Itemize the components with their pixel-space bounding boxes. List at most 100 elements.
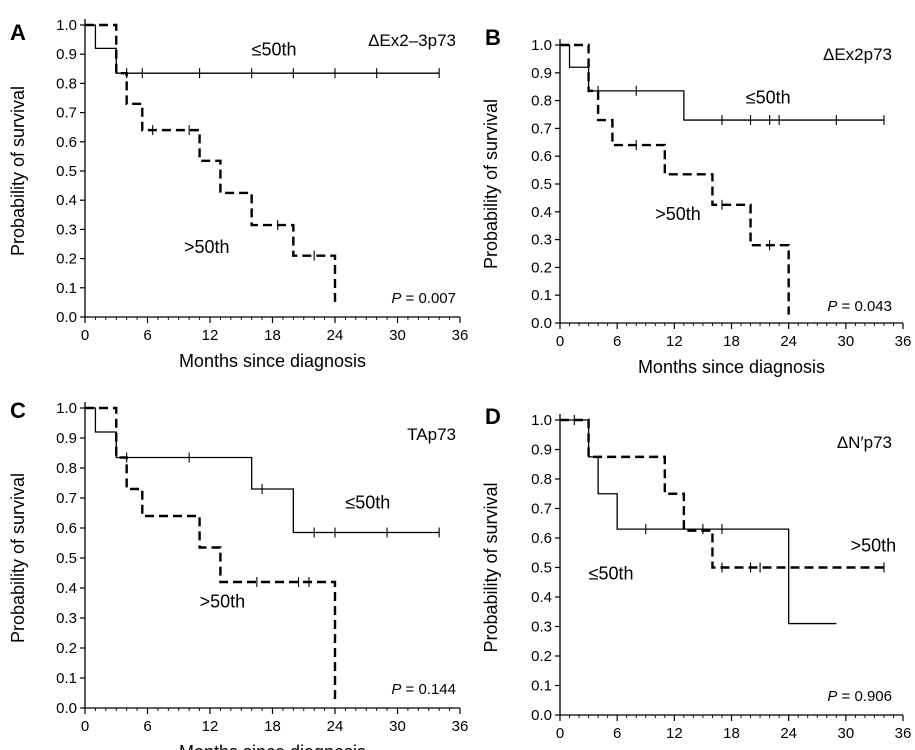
x-axis-label: Months since diagnosis xyxy=(179,351,366,371)
y-tick-label: 0.7 xyxy=(56,490,77,507)
x-tick-label: 36 xyxy=(452,327,469,344)
survival-curve-above-median xyxy=(85,406,337,699)
survival-curve-below-median xyxy=(560,419,837,625)
x-tick-label: 12 xyxy=(666,333,683,350)
y-tick-label: 0.2 xyxy=(56,251,77,268)
group-label: ≤50th xyxy=(746,87,791,107)
p-value-label: P = 0.144 xyxy=(391,681,456,698)
p-value-label: P = 0.906 xyxy=(827,688,892,705)
x-tick-label: 0 xyxy=(81,327,89,344)
y-tick-label: 0.4 xyxy=(531,204,552,221)
y-tick-label: 0.1 xyxy=(56,670,77,687)
y-axis-label: Probability of survival xyxy=(481,482,501,652)
x-tick-label: 6 xyxy=(613,725,621,742)
p-value-label: P = 0.007 xyxy=(391,290,456,307)
x-tick-label: 36 xyxy=(895,725,912,742)
x-tick-label: 18 xyxy=(723,725,740,742)
gene-title: ΔEx2–3p73 xyxy=(368,31,456,50)
group-label: >50th xyxy=(655,204,701,224)
y-tick-label: 0.3 xyxy=(56,221,77,238)
x-tick-label: 0 xyxy=(556,333,564,350)
x-tick-label: 30 xyxy=(837,725,854,742)
p-symbol: P xyxy=(827,298,837,315)
group-label: >50th xyxy=(200,592,246,612)
gene-title: TAp73 xyxy=(407,425,456,444)
y-tick-label: 0.6 xyxy=(56,134,77,151)
y-tick-label: 1.0 xyxy=(531,37,552,54)
x-tick-label: 6 xyxy=(613,333,621,350)
y-tick-label: 0.5 xyxy=(56,550,77,567)
panel-letter: B xyxy=(485,25,501,50)
y-tick-label: 0.4 xyxy=(56,580,77,597)
y-tick-label: 0.5 xyxy=(531,176,552,193)
survival-curve-above-median xyxy=(560,418,884,569)
y-tick-label: 0.3 xyxy=(531,619,552,636)
x-tick-label: 18 xyxy=(723,333,740,350)
y-tick-label: 0.2 xyxy=(531,648,552,665)
x-tick-label: 30 xyxy=(837,333,854,350)
x-tick-label: 24 xyxy=(780,333,797,350)
p-number: = 0.906 xyxy=(837,688,892,705)
p-value-label: P = 0.043 xyxy=(827,298,892,315)
gene-title: ΔEx2p73 xyxy=(823,45,892,64)
gene-title: ΔN′p73 xyxy=(837,433,892,452)
y-tick-label: 0.6 xyxy=(56,520,77,537)
x-tick-label: 12 xyxy=(202,327,219,344)
group-label: >50th xyxy=(184,237,230,257)
y-tick-label: 0.3 xyxy=(531,232,552,249)
y-tick-label: 1.0 xyxy=(56,400,77,417)
panel-d: 0.0 0.1 0.2 0.3 0.4 0.5 0.6 0.7 0.8 0.9 1.0 0 6 12 18 2… xyxy=(481,404,911,750)
y-tick-label: 0.7 xyxy=(56,105,77,122)
y-tick-label: 0.4 xyxy=(56,192,77,209)
y-tick-label: 0.0 xyxy=(56,700,77,717)
x-axis-label: Months since diagnosis xyxy=(638,357,825,377)
x-tick-label: 36 xyxy=(895,333,912,350)
y-tick-label: 0.7 xyxy=(531,501,552,518)
x-tick-label: 6 xyxy=(143,327,151,344)
panel-letter: D xyxy=(485,404,501,429)
x-tick-label: 12 xyxy=(666,725,683,742)
panel-a: 0.0 0.1 0.2 0.3 0.4 0.5 0.6 0.7 0.8 0.9 1.0 0 6 12 18 2… xyxy=(8,17,468,371)
y-tick-label: 0.9 xyxy=(56,430,77,447)
y-axis-label: Probability of survival xyxy=(481,99,501,269)
panel-letter: A xyxy=(10,20,26,45)
x-tick-label: 0 xyxy=(81,718,89,735)
p-number: = 0.144 xyxy=(401,681,456,698)
panel-b: 0.0 0.1 0.2 0.3 0.4 0.5 0.6 0.7 0.8 0.9 1.0 0 6 12 18 2… xyxy=(481,25,911,377)
p-number: = 0.007 xyxy=(401,290,456,307)
y-tick-label: 0.2 xyxy=(56,640,77,657)
x-tick-label: 18 xyxy=(264,327,281,344)
p-symbol: P xyxy=(391,681,401,698)
x-tick-label: 36 xyxy=(452,718,469,735)
group-label: ≤50th xyxy=(252,40,297,60)
y-axis-label: Probability of survival xyxy=(8,86,28,256)
y-tick-label: 0.0 xyxy=(531,707,552,724)
x-tick-label: 0 xyxy=(556,725,564,742)
y-tick-label: 0.9 xyxy=(531,442,552,459)
y-axis-label: Probability of survival xyxy=(8,473,28,643)
y-tick-label: 0.5 xyxy=(56,163,77,180)
y-tick-label: 0.3 xyxy=(56,610,77,627)
p-symbol: P xyxy=(391,290,401,307)
y-tick-label: 0.8 xyxy=(56,75,77,92)
y-tick-label: 0.6 xyxy=(531,530,552,547)
y-tick-label: 0.7 xyxy=(531,120,552,137)
survival-curve-below-median xyxy=(85,407,440,534)
survival-curve-above-median xyxy=(85,23,337,306)
y-tick-label: 0.0 xyxy=(531,315,552,332)
y-tick-label: 1.0 xyxy=(531,412,552,429)
y-tick-label: 0.0 xyxy=(56,309,77,326)
panel-letter: C xyxy=(10,398,26,423)
y-tick-label: 0.9 xyxy=(56,46,77,63)
y-tick-label: 0.8 xyxy=(56,460,77,477)
group-label: >50th xyxy=(851,535,897,555)
x-tick-label: 30 xyxy=(389,327,406,344)
p-number: = 0.043 xyxy=(837,298,892,315)
y-tick-label: 0.6 xyxy=(531,148,552,165)
y-tick-label: 0.9 xyxy=(531,65,552,82)
y-tick-label: 0.5 xyxy=(531,560,552,577)
y-tick-label: 0.4 xyxy=(531,589,552,606)
x-tick-label: 24 xyxy=(327,718,344,735)
group-label: ≤50th xyxy=(589,563,634,583)
